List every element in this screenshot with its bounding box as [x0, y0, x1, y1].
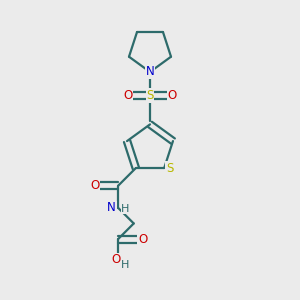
Text: N: N — [146, 65, 154, 79]
Text: O: O — [167, 89, 177, 102]
Text: H: H — [121, 204, 130, 214]
Text: O: O — [90, 179, 99, 192]
Text: O: O — [138, 232, 147, 246]
Text: S: S — [146, 89, 154, 102]
Text: O: O — [111, 253, 120, 266]
Text: S: S — [166, 162, 173, 175]
Text: H: H — [121, 260, 130, 270]
Text: O: O — [123, 89, 133, 102]
Text: N: N — [107, 201, 116, 214]
